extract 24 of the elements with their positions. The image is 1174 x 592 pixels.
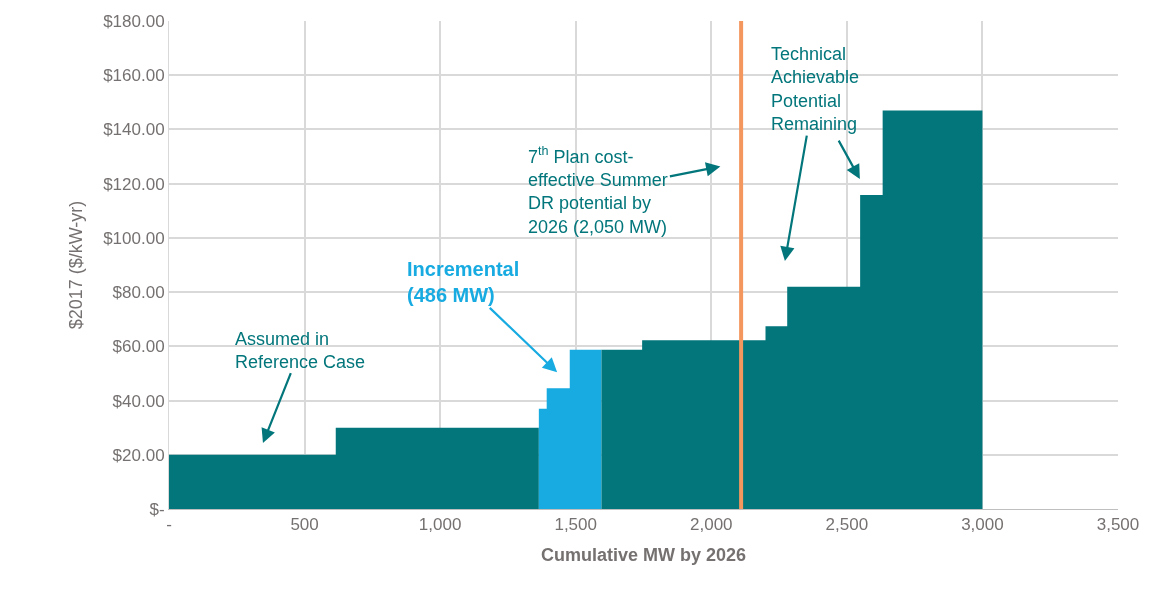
x-tick-label: - <box>166 515 172 535</box>
y-tick-label: $80.00 <box>112 283 165 303</box>
annotation: Technical Achievable Potential Remaining <box>771 44 860 135</box>
y-tick-label: $180.00 <box>103 11 165 31</box>
x-axis-title: Cumulative MW by 2026 <box>540 544 747 565</box>
y-axis-title: $2017 ($/kW-yr) <box>66 200 87 330</box>
x-tick-label: 3,000 <box>961 515 1004 535</box>
x-tick-label: 1,500 <box>554 515 597 535</box>
x-tick-label: 2,500 <box>825 515 869 535</box>
y-tick-label: $120.00 <box>103 174 165 194</box>
annotation: 7$^{th}$ Plan cost- effective Summer DR potential by 2026 (2,050 MW) <box>528 144 668 237</box>
y-tick-label: $160.00 <box>103 66 165 86</box>
y-tick-label: $140.00 <box>103 120 165 140</box>
x-tick-label: 3,500 <box>1096 515 1140 535</box>
y-tick-label: $60.00 <box>112 337 165 357</box>
y-tick-label: $40.00 <box>112 391 165 411</box>
y-tick-label: $- <box>149 499 165 519</box>
y-tick-label: $20.00 <box>112 445 165 465</box>
x-tick-label: 2,000 <box>690 515 733 535</box>
annotation: Incremental (486 MW) <box>407 258 520 306</box>
x-tick-label: 500 <box>290 515 319 535</box>
y-tick-label: $100.00 <box>103 228 165 248</box>
annotation: Assumed in Reference Case <box>235 329 366 373</box>
x-tick-label: 1,000 <box>418 515 462 535</box>
